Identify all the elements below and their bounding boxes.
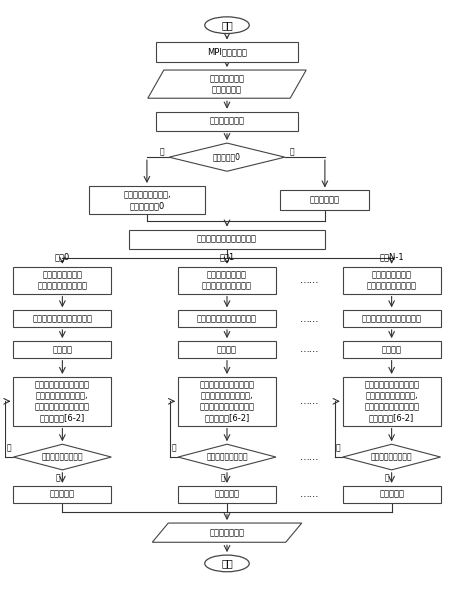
Text: 是: 是 bbox=[220, 474, 225, 483]
Text: ……: …… bbox=[300, 396, 319, 406]
Text: 否: 否 bbox=[171, 443, 176, 453]
FancyBboxPatch shape bbox=[89, 186, 205, 214]
Text: 通过空间查询获取
栅格块范围内的多边形: 通过空间查询获取 栅格块范围内的多边形 bbox=[367, 270, 417, 290]
Text: 读栅格块: 读栅格块 bbox=[382, 345, 402, 354]
FancyBboxPatch shape bbox=[343, 377, 440, 425]
FancyBboxPatch shape bbox=[178, 311, 276, 327]
Text: 多边形遍历是否结束: 多边形遍历是否结束 bbox=[371, 453, 412, 462]
Text: 否: 否 bbox=[7, 443, 11, 453]
Text: 是: 是 bbox=[55, 474, 60, 483]
Text: 其他进程等待: 其他进程等待 bbox=[310, 196, 340, 205]
FancyBboxPatch shape bbox=[178, 486, 276, 503]
Text: 读栅格块: 读栅格块 bbox=[52, 345, 72, 354]
Polygon shape bbox=[152, 523, 302, 542]
Text: 开始: 开始 bbox=[221, 20, 233, 30]
FancyBboxPatch shape bbox=[129, 230, 325, 249]
Text: 利用扫描线界法进行扫描
计算与多边形边界交点,
交点排序、按行填充两交
点间栅格点[6-2]: 利用扫描线界法进行扫描 计算与多边形边界交点, 交点排序、按行填充两交 点间栅格… bbox=[199, 380, 255, 422]
Polygon shape bbox=[14, 444, 111, 470]
Text: ……: …… bbox=[300, 345, 319, 355]
Text: 提取多边形对象和属性字段: 提取多边形对象和属性字段 bbox=[362, 314, 422, 323]
Text: 更新栅格块: 更新栅格块 bbox=[50, 490, 75, 499]
Text: 输入命令行参数
和矢量多边形: 输入命令行参数 和矢量多边形 bbox=[209, 74, 245, 94]
FancyBboxPatch shape bbox=[14, 377, 111, 425]
Text: 读栅格块: 读栅格块 bbox=[217, 345, 237, 354]
Text: 输出栅格数据集: 输出栅格数据集 bbox=[209, 528, 245, 537]
Text: 利用扫描线界法进行扫描
计算与多边形边界交点,
交点排序、按行填充两交
点间栅格点[6-2]: 利用扫描线界法进行扫描 计算与多边形边界交点, 交点排序、按行填充两交 点间栅格… bbox=[364, 380, 419, 422]
Text: ……: …… bbox=[300, 489, 319, 499]
FancyBboxPatch shape bbox=[281, 190, 370, 209]
Ellipse shape bbox=[205, 555, 249, 572]
Text: 按行数均匀划分栅格数据集: 按行数均匀划分栅格数据集 bbox=[197, 234, 257, 244]
FancyBboxPatch shape bbox=[14, 486, 111, 503]
Polygon shape bbox=[148, 70, 306, 98]
Text: 进程1: 进程1 bbox=[219, 253, 235, 262]
Text: 提取多边形对象和属性字段: 提取多边形对象和属性字段 bbox=[197, 314, 257, 323]
FancyBboxPatch shape bbox=[343, 486, 440, 503]
Text: 解析命令行参数: 解析命令行参数 bbox=[209, 117, 245, 126]
Text: 多边形遍历是否结束: 多边形遍历是否结束 bbox=[42, 453, 83, 462]
Text: 多边形遍历是否结束: 多边形遍历是否结束 bbox=[206, 453, 248, 462]
Polygon shape bbox=[178, 444, 276, 470]
FancyBboxPatch shape bbox=[14, 341, 111, 358]
Text: 通过空间查询获取
栅格块范围内的多边形: 通过空间查询获取 栅格块范围内的多边形 bbox=[202, 270, 252, 290]
Text: ……: …… bbox=[300, 314, 319, 324]
FancyBboxPatch shape bbox=[156, 112, 298, 131]
FancyBboxPatch shape bbox=[178, 341, 276, 358]
Text: 是: 是 bbox=[385, 474, 390, 483]
FancyBboxPatch shape bbox=[343, 341, 440, 358]
FancyBboxPatch shape bbox=[178, 267, 276, 294]
Text: 提取多边形对象和属性字段: 提取多边形对象和属性字段 bbox=[32, 314, 92, 323]
Text: 利用扫描线界法进行扫描
计算与多边形边界交点,
交点排序、按行填充两交
点间栅格点[6-2]: 利用扫描线界法进行扫描 计算与多边形边界交点, 交点排序、按行填充两交 点间栅格… bbox=[35, 380, 90, 422]
Text: 是否为进程0: 是否为进程0 bbox=[213, 153, 241, 162]
Text: 创建目标栅格数据集,
像素初始化为0: 创建目标栅格数据集, 像素初始化为0 bbox=[123, 190, 171, 210]
Polygon shape bbox=[343, 444, 440, 470]
FancyBboxPatch shape bbox=[178, 377, 276, 425]
Text: 通过空间查询获取
栅格块范围内的多边形: 通过空间查询获取 栅格块范围内的多边形 bbox=[37, 270, 87, 290]
FancyBboxPatch shape bbox=[343, 311, 440, 327]
FancyBboxPatch shape bbox=[14, 267, 111, 294]
Text: 否: 否 bbox=[336, 443, 340, 453]
Text: 否: 否 bbox=[289, 148, 294, 156]
FancyBboxPatch shape bbox=[343, 267, 440, 294]
Text: 结束: 结束 bbox=[221, 559, 233, 568]
FancyBboxPatch shape bbox=[156, 42, 298, 62]
Text: 更新栅格块: 更新栅格块 bbox=[214, 490, 240, 499]
Text: 进程0: 进程0 bbox=[55, 253, 70, 262]
Polygon shape bbox=[169, 143, 285, 171]
Text: ……: …… bbox=[300, 275, 319, 285]
Text: 是: 是 bbox=[160, 148, 165, 156]
Text: ……: …… bbox=[300, 452, 319, 462]
Ellipse shape bbox=[205, 17, 249, 33]
Text: MPI并行初始化: MPI并行初始化 bbox=[207, 48, 247, 57]
FancyBboxPatch shape bbox=[14, 311, 111, 327]
Text: 进程N-1: 进程N-1 bbox=[379, 253, 404, 262]
Text: 更新栅格块: 更新栅格块 bbox=[379, 490, 404, 499]
